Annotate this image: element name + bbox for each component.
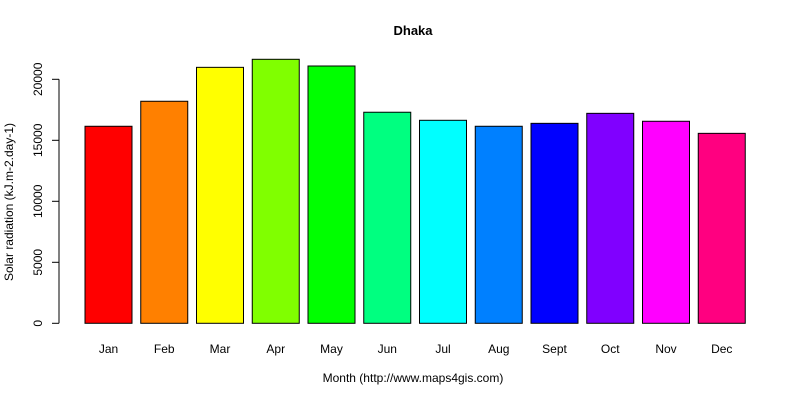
y-tick-label: 0	[31, 320, 45, 327]
x-tick-label: May	[320, 342, 343, 356]
x-tick-label: Jul	[435, 342, 450, 356]
x-tick-label: Aug	[488, 342, 509, 356]
bar-aug	[474, 125, 523, 324]
x-tick-label: Jan	[99, 342, 118, 356]
x-tick-label: Feb	[154, 342, 175, 356]
bar-jul	[419, 119, 467, 324]
x-tick-label: Dec	[711, 342, 732, 356]
x-tick-label: Nov	[655, 342, 676, 356]
bar-jan	[84, 125, 133, 324]
bar-mar	[196, 66, 244, 324]
y-axis-title: Solar radiation (kJ.m-2.day-1)	[2, 123, 16, 281]
x-tick-label: Mar	[210, 342, 231, 356]
chart-title: Dhaka	[393, 23, 433, 38]
x-tick-label: Oct	[601, 342, 620, 356]
y-tick-label: 10000	[31, 184, 45, 218]
bar-may	[307, 65, 356, 324]
x-axis-labels: Jan Feb Mar Apr May Jun Jul Aug Sept Oct Nov Dec	[99, 342, 733, 356]
x-axis-title: Month (http://www.maps4gis.com)	[323, 371, 504, 385]
bar-nov	[642, 120, 690, 324]
bar-feb	[140, 100, 189, 324]
bar-jun	[363, 111, 412, 324]
y-axis: 0 5000 10000 15000 20000	[31, 62, 60, 327]
y-tick-label: 20000	[31, 62, 45, 96]
bar-oct	[586, 112, 635, 324]
y-tick-label: 15000	[31, 123, 45, 157]
x-tick-label: Sept	[542, 342, 567, 356]
y-tick-label: 5000	[31, 249, 45, 276]
x-tick-label: Apr	[266, 342, 285, 356]
bar-sept	[530, 122, 579, 324]
bar-apr	[251, 58, 300, 324]
bars-group	[84, 58, 746, 324]
x-tick-label: Jun	[378, 342, 397, 356]
bar-dec	[697, 132, 746, 324]
